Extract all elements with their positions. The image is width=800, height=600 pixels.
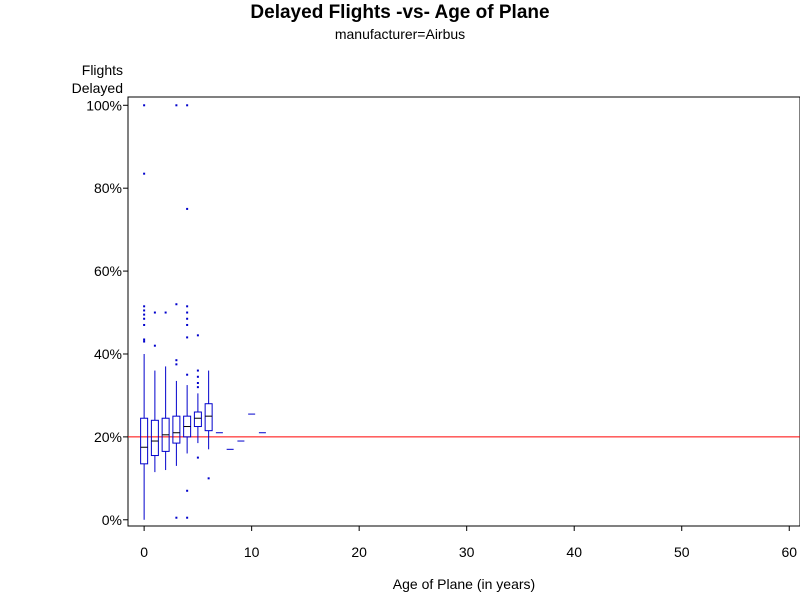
box-iqr <box>150 419 159 457</box>
outlier-point <box>143 338 146 341</box>
y-tick-label: 100% <box>86 97 122 113</box>
x-axis-label: Age of Plane (in years) <box>392 576 536 592</box>
outlier-point <box>196 375 199 378</box>
outlier-point <box>175 359 178 362</box>
y-axis-label: Flights Delayed <box>40 61 123 97</box>
box-iqr <box>193 411 202 428</box>
outlier-point <box>196 382 199 384</box>
x-tick-label: 30 <box>459 544 475 560</box>
box-age-6 <box>204 370 213 480</box>
outlier-point <box>143 305 146 308</box>
outlier-point <box>164 311 167 314</box>
box-age-2 <box>161 311 170 471</box>
outlier-point <box>143 104 146 107</box>
x-tick-label: 40 <box>566 544 582 560</box>
x-tick-label: 60 <box>781 544 797 560</box>
box-iqr <box>140 417 149 465</box>
y-axis: 0% 20% 40% 60% 80% 100% <box>86 97 128 528</box>
outlier-point <box>186 373 189 376</box>
box-age-1 <box>150 311 159 473</box>
outlier-point <box>186 104 189 107</box>
outlier-point <box>143 313 146 316</box>
outlier-point <box>143 323 146 326</box>
chart-subtitle: manufacturer=Airbus <box>334 26 466 42</box>
box-age-0 <box>140 104 149 520</box>
boxes-group <box>140 104 266 520</box>
outlier-point <box>143 317 146 320</box>
box-age-3 <box>172 104 181 519</box>
outlier-point <box>207 477 210 480</box>
x-tick-label: 0 <box>140 544 148 560</box>
plot-frame <box>127 96 800 527</box>
outlier-point <box>186 305 189 308</box>
outlier-point <box>175 363 178 366</box>
x-axis: 0 10 20 30 40 50 60 <box>140 526 797 560</box>
outlier-point <box>143 309 146 312</box>
outlier-point <box>186 336 189 339</box>
outlier-point <box>186 207 189 210</box>
box-age-4 <box>183 104 192 519</box>
y-tick-label: 0% <box>102 512 122 528</box>
y-axis-label-line2: Delayed <box>71 80 123 96</box>
box-age-5 <box>193 334 202 459</box>
outlier-point <box>143 340 146 343</box>
x-tick-label: 50 <box>674 544 690 560</box>
outlier-point <box>175 303 178 306</box>
outlier-point <box>186 323 189 326</box>
outlier-point <box>153 311 156 314</box>
y-tick-label: 20% <box>94 429 122 445</box>
y-tick-label: 60% <box>94 263 122 279</box>
y-axis-label-line1: Flights <box>81 62 123 78</box>
outlier-point <box>196 386 199 389</box>
y-tick-label: 80% <box>94 180 122 196</box>
box-iqr <box>172 415 181 444</box>
outlier-point <box>175 516 178 519</box>
box-iqr <box>204 403 213 432</box>
chart-title: Delayed Flights -vs- Age of Plane <box>250 2 550 23</box>
outlier-point <box>196 456 199 459</box>
outlier-point <box>175 104 178 107</box>
outlier-point <box>153 344 156 347</box>
outlier-point <box>186 317 189 320</box>
outlier-point <box>196 369 199 372</box>
outlier-point <box>196 334 199 337</box>
x-tick-label: 10 <box>244 544 260 560</box>
outlier-point <box>143 172 146 175</box>
outlier-point <box>186 489 189 492</box>
outlier-point <box>186 311 189 314</box>
y-tick-label: 40% <box>94 346 122 362</box>
outlier-point <box>186 516 189 519</box>
x-tick-label: 20 <box>351 544 367 560</box>
